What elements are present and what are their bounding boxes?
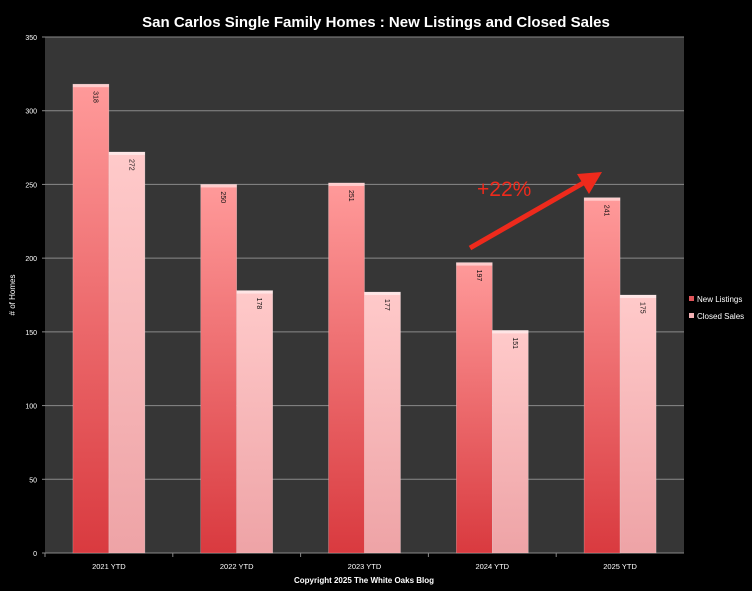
data-label: 241 — [603, 205, 610, 217]
bar-closed-sales — [364, 291, 401, 554]
bar-closed-sales — [236, 290, 273, 554]
data-label: 175 — [639, 302, 646, 314]
growth-annotation: +22% — [468, 172, 602, 251]
bar-highlight — [620, 295, 657, 298]
data-label: 250 — [219, 191, 226, 203]
x-axis-label: Copyright 2025 The White Oaks Blog — [294, 576, 434, 585]
bar-closed-sales — [108, 151, 146, 554]
bar-new-listings — [583, 197, 621, 554]
data-label: 251 — [347, 190, 354, 202]
legend: New Listings Closed Sales — [689, 295, 744, 321]
bar-highlight — [72, 84, 109, 88]
growth-annotation-text: +22% — [477, 178, 531, 201]
bar-highlight — [364, 292, 401, 296]
legend-swatch-closed-sales — [689, 313, 694, 318]
legend-label-new-listings: New Listings — [697, 295, 742, 304]
x-tick-label: 2024 YTD — [475, 562, 509, 571]
data-label: 151 — [511, 337, 518, 349]
data-label: 272 — [127, 159, 134, 171]
bar-new-listings — [200, 184, 237, 554]
x-tick-label: 2023 YTD — [348, 562, 382, 571]
legend-label-closed-sales: Closed Sales — [697, 312, 744, 321]
bar-new-listings — [328, 182, 365, 554]
bar-highlight — [328, 182, 365, 186]
y-tick-label: 0 — [33, 551, 37, 558]
legend-swatch-new-listings — [689, 296, 694, 301]
bar-highlight — [236, 290, 273, 294]
bar-highlight — [584, 197, 621, 201]
y-tick-label: 50 — [29, 477, 37, 484]
chart-title: San Carlos Single Family Homes : New Lis… — [142, 14, 610, 31]
growth-arrow-head — [577, 172, 602, 194]
y-tick-label: 200 — [25, 256, 37, 263]
y-axis-label: # of Homes — [8, 275, 17, 316]
y-tick-label: 250 — [25, 182, 37, 189]
bar-closed-sales — [619, 294, 657, 554]
x-tick-label: 2021 YTD — [92, 562, 126, 571]
bar-closed-sales — [491, 330, 529, 554]
data-label: 178 — [255, 298, 262, 310]
y-tick-label: 300 — [25, 109, 37, 116]
bar-highlight — [108, 151, 145, 155]
growth-arrow — [468, 179, 587, 251]
bar-new-listings — [72, 83, 110, 554]
data-label: 177 — [383, 299, 390, 311]
bar-highlight — [200, 184, 237, 188]
bar-highlight — [456, 262, 493, 266]
data-label: 318 — [91, 91, 98, 103]
bar-new-listings — [455, 262, 493, 554]
y-tick-label: 150 — [25, 330, 37, 337]
bar-highlight — [492, 330, 529, 334]
data-label: 197 — [475, 270, 482, 282]
y-tick-label: 350 — [25, 35, 37, 42]
x-tick-label: 2025 YTD — [603, 562, 637, 571]
x-tick-label: 2022 YTD — [220, 562, 254, 571]
y-tick-label: 100 — [25, 404, 37, 411]
